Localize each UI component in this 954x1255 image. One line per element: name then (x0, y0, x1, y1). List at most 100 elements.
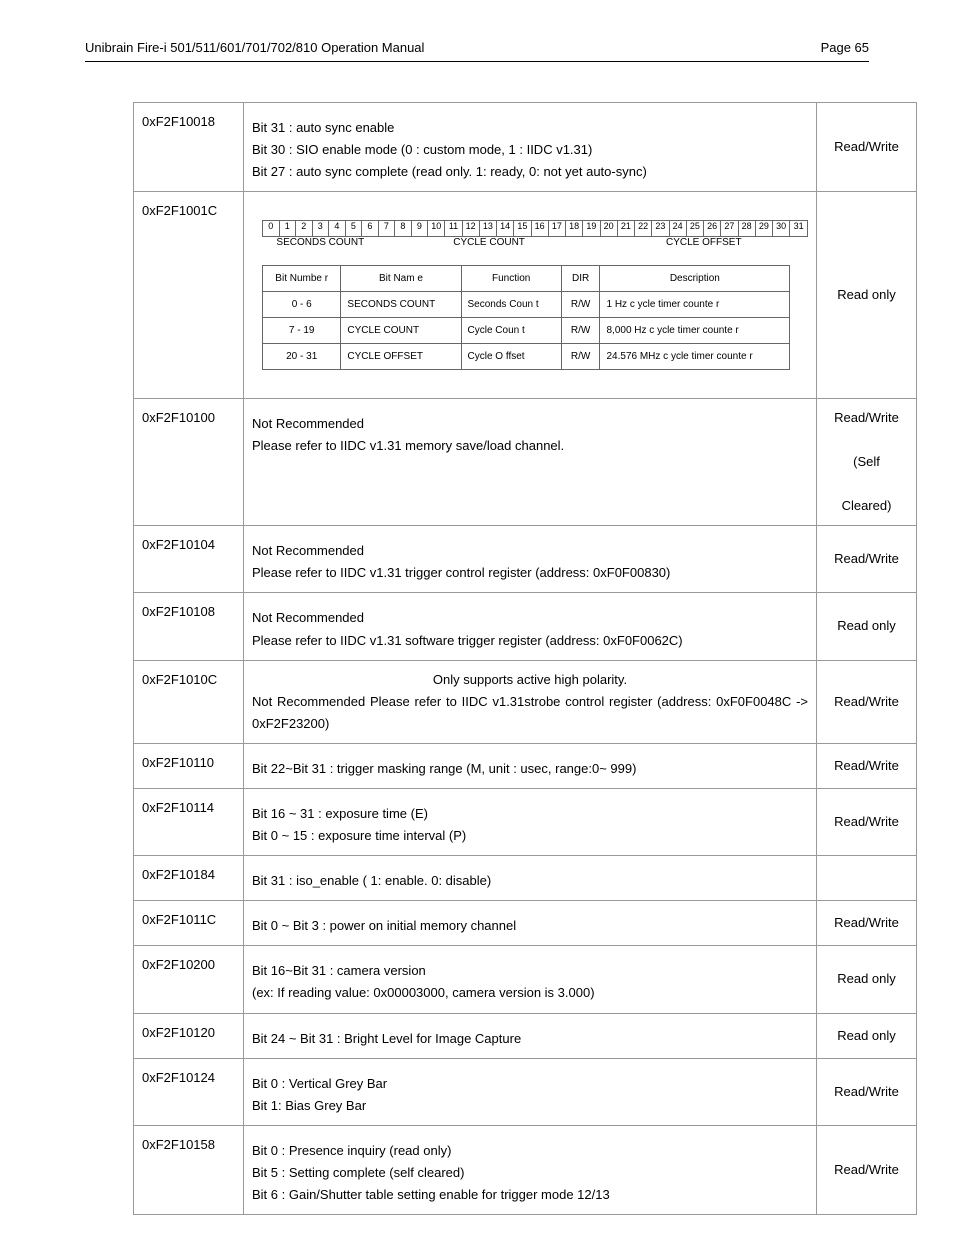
register-address: 0xF2F10018 (134, 103, 244, 192)
desc-line: Please refer to IIDC v1.31 memory save/l… (252, 435, 808, 457)
register-address: 0xF2F10108 (134, 593, 244, 660)
register-description: Bit 22~Bit 31 : trigger masking range (M… (244, 743, 817, 788)
register-address: 0xF2F10124 (134, 1058, 244, 1125)
register-access: Read/Write (817, 660, 917, 743)
register-description: Not RecommendedPlease refer to IIDC v1.3… (244, 593, 817, 660)
register-address: 0xF2F1010C (134, 660, 244, 743)
register-access: Read/Write (817, 901, 917, 946)
register-row: 0xF2F10114Bit 16 ~ 31 : exposure time (E… (134, 789, 917, 856)
inner-cell: Seconds Coun t (461, 291, 561, 317)
bit-cell: 29 (755, 221, 772, 237)
register-description: Not RecommendedPlease refer to IIDC v1.3… (244, 398, 817, 525)
register-access: Read only (817, 593, 917, 660)
inner-header: Description (600, 265, 790, 291)
bit-desc-table: Bit Numbe rBit Nam eFunctionDIRDescripti… (262, 265, 790, 370)
register-row: 0xF2F10108Not RecommendedPlease refer to… (134, 593, 917, 660)
register-row: 0xF2F1001C012345678910111213141516171819… (134, 192, 917, 399)
inner-cell: R/W (561, 291, 600, 317)
register-access: Read only (817, 192, 917, 399)
desc-line: Bit 16~Bit 31 : camera version (252, 960, 808, 982)
desc-line: Bit 31 : auto sync enable (252, 117, 808, 139)
bit-cell: 25 (686, 221, 703, 237)
bit-cell: 21 (617, 221, 634, 237)
desc-line: Bit 0 : Vertical Grey Bar (252, 1073, 808, 1095)
register-description: Bit 31 : auto sync enableBit 30 : SIO en… (244, 103, 817, 192)
desc-line: Bit 22~Bit 31 : trigger masking range (M… (252, 758, 808, 780)
desc-line: Bit 0 : Presence inquiry (read only) (252, 1140, 808, 1162)
register-row: 0xF2F10110 Bit 22~Bit 31 : trigger maskin… (134, 743, 917, 788)
register-row: 0xF2F10120 Bit 24 ~ Bit 31 : Bright Level… (134, 1013, 917, 1058)
bit-cell: 26 (704, 221, 721, 237)
register-access: Read/Write (817, 1058, 917, 1125)
inner-cell: CYCLE OFFSET (341, 343, 461, 369)
bit-cell: 23 (652, 221, 669, 237)
register-access: Read/Write (817, 103, 917, 192)
bit-cell: 14 (497, 221, 514, 237)
register-description: Bit 31 : iso_enable ( 1: enable. 0: disa… (244, 856, 817, 901)
register-access: Read/Write(SelfCleared) (817, 398, 917, 525)
register-row: 0xF2F10184Bit 31 : iso_enable ( 1: enabl… (134, 856, 917, 901)
bit-cell: 7 (378, 221, 395, 237)
bit-cell: 27 (721, 221, 738, 237)
document-page: Unibrain Fire-i 501/511/601/701/702/810 … (0, 0, 954, 1255)
bit-cell: 13 (479, 221, 496, 237)
inner-header: Function (461, 265, 561, 291)
desc-line: Bit 0 ~ Bit 3 : power on initial memory … (252, 915, 808, 937)
bit-cell: 6 (362, 221, 379, 237)
page-header: Unibrain Fire-i 501/511/601/701/702/810 … (85, 40, 869, 62)
register-row: 0xF2F10100Not RecommendedPlease refer to… (134, 398, 917, 525)
bit-cell: 11 (445, 221, 462, 237)
register-row: 0xF2F10018Bit 31 : auto sync enableBit 3… (134, 103, 917, 192)
register-address: 0xF2F10120 (134, 1013, 244, 1058)
bit-cell: 20 (600, 221, 617, 237)
desc-line: Bit 24 ~ Bit 31 : Bright Level for Image… (252, 1028, 808, 1050)
register-row: 0xF2F1010COnly supports active high pola… (134, 660, 917, 743)
inner-cell: Cycle O ffset (461, 343, 561, 369)
inner-cell: R/W (561, 317, 600, 343)
register-description: Bit 0 : Vertical Grey BarBit 1: Bias Gre… (244, 1058, 817, 1125)
register-row: 0xF2F10124Bit 0 : Vertical Grey BarBit 1… (134, 1058, 917, 1125)
register-address: 0xF2F10110 (134, 743, 244, 788)
register-address: 0xF2F1001C (134, 192, 244, 399)
register-description: Only supports active high polarity.Not R… (244, 660, 817, 743)
bit-cell: 28 (738, 221, 755, 237)
bit-cell: 16 (531, 221, 548, 237)
inner-cell: 8,000 Hz c ycle timer counte r (600, 317, 790, 343)
desc-line: Bit 1: Bias Grey Bar (252, 1095, 808, 1117)
inner-cell: 7 - 19 (263, 317, 341, 343)
inner-header: DIR (561, 265, 600, 291)
header-page: Page 65 (821, 40, 869, 55)
bit-cell: 15 (514, 221, 531, 237)
desc-line: Please refer to IIDC v1.31 software trig… (252, 630, 808, 652)
register-description: Bit 16 ~ 31 : exposure time (E)Bit 0 ~ 1… (244, 789, 817, 856)
bit-cell: 5 (345, 221, 362, 237)
inner-cell: CYCLE COUNT (341, 317, 461, 343)
header-title: Unibrain Fire-i 501/511/601/701/702/810 … (85, 40, 424, 55)
inner-cell: 1 Hz c ycle timer counte r (600, 291, 790, 317)
inner-cell: 0 - 6 (263, 291, 341, 317)
bit-group-label: SECONDS COUNT (263, 237, 379, 257)
bit-cell: 12 (462, 221, 479, 237)
bit-group-label: CYCLE COUNT (378, 237, 600, 257)
register-address: 0xF2F10100 (134, 398, 244, 525)
inner-cell: 20 - 31 (263, 343, 341, 369)
register-access (817, 856, 917, 901)
register-description: 0123456789101112131415161718192021222324… (244, 192, 817, 399)
register-description: Bit 0 ~ Bit 3 : power on initial memory … (244, 901, 817, 946)
bit-cell: 31 (790, 221, 808, 237)
register-access: Read/Write (817, 526, 917, 593)
register-table: 0xF2F10018Bit 31 : auto sync enableBit 3… (133, 102, 917, 1215)
inner-row: 20 - 31CYCLE OFFSETCycle O ffsetR/W24.57… (263, 343, 790, 369)
bit-cell: 18 (566, 221, 583, 237)
bit-cell: 24 (669, 221, 686, 237)
bit-cell: 3 (312, 221, 329, 237)
bit-cell: 22 (635, 221, 652, 237)
register-address: 0xF2F10158 (134, 1125, 244, 1214)
inner-row: 7 - 19CYCLE COUNTCycle Coun tR/W8,000 Hz… (263, 317, 790, 343)
bit-cell: 4 (329, 221, 346, 237)
inner-row: 0 - 6SECONDS COUNTSeconds Coun tR/W1 Hz … (263, 291, 790, 317)
bit-cell: 30 (773, 221, 790, 237)
desc-line: Bit 16 ~ 31 : exposure time (E) (252, 803, 808, 825)
bit-cell: 17 (548, 221, 565, 237)
register-access: Read/Write (817, 743, 917, 788)
